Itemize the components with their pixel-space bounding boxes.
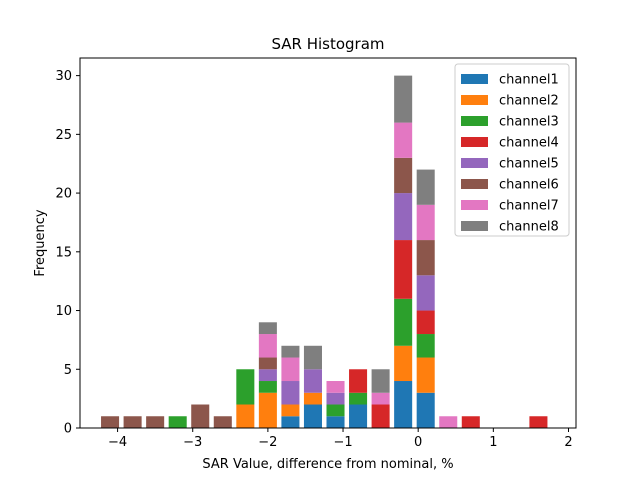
bar-channel2 [303, 392, 322, 405]
bar-channel4 [394, 240, 413, 299]
bar-channel1 [326, 416, 345, 428]
x-tick-label: 1 [489, 435, 497, 450]
x-tick-label: −1 [333, 435, 352, 450]
x-tick-label: −3 [183, 435, 202, 450]
bar-channel2 [258, 392, 277, 428]
bar-channel8 [258, 322, 277, 335]
bars-group [101, 75, 548, 428]
legend-label-channel4: channel4 [499, 136, 559, 151]
y-tick-label: 15 [55, 245, 72, 260]
legend-swatch-channel8 [461, 221, 488, 231]
bar-channel6 [258, 357, 277, 370]
bar-channel7 [371, 392, 390, 405]
legend-label-channel8: channel8 [499, 220, 559, 235]
bar-channel6 [191, 404, 210, 428]
y-tick-label: 20 [55, 187, 72, 202]
x-tick-label: −2 [258, 435, 277, 450]
bar-channel8 [281, 345, 300, 358]
y-tick-label: 5 [64, 363, 72, 378]
bar-channel6 [101, 416, 120, 428]
bar-channel3 [349, 392, 368, 405]
x-tick-label: 0 [414, 435, 422, 450]
bar-channel7 [394, 122, 413, 158]
bar-channel2 [281, 404, 300, 417]
legend-swatch-channel5 [461, 158, 488, 168]
legend-swatch-channel3 [461, 116, 488, 126]
plot-frame [79, 57, 577, 429]
y-axis-label: Frequency [33, 209, 48, 276]
bar-channel8 [394, 75, 413, 123]
bar-channel6 [123, 416, 142, 428]
y-tick-label: 25 [55, 128, 72, 143]
bar-channel4 [349, 369, 368, 393]
x-tick-label: −4 [108, 435, 127, 450]
y-tick-label: 30 [55, 69, 72, 84]
legend: channel1 channel2 channel3 channel4 channel5… [454, 63, 570, 237]
bar-channel2 [236, 404, 255, 428]
bar-channel8 [371, 369, 390, 393]
bar-channel3 [168, 416, 187, 428]
y-tick-label: 0 [64, 422, 72, 437]
bar-channel1 [281, 416, 300, 428]
bar-channel8 [416, 169, 435, 205]
legend-swatch-channel7 [461, 200, 488, 210]
bar-channel2 [394, 345, 413, 382]
legend-swatch-channel4 [461, 137, 488, 147]
bar-channel1 [416, 392, 435, 428]
bar-channel6 [416, 240, 435, 276]
bar-channel7 [439, 416, 458, 428]
bar-channel7 [258, 334, 277, 358]
legend-swatch-channel6 [461, 179, 488, 189]
legend-swatch-channel1 [461, 74, 488, 84]
bar-channel4 [371, 404, 390, 428]
bar-channel5 [258, 369, 277, 382]
bar-channel1 [394, 381, 413, 428]
bar-channel3 [258, 381, 277, 393]
y-ticks: 0 5 10 15 20 25 30 [55, 69, 80, 437]
bar-channel5 [303, 369, 322, 393]
x-axis-label: SAR Value, difference from nominal, % [202, 457, 453, 472]
bar-channel3 [416, 334, 435, 358]
bar-channel6 [213, 416, 232, 428]
bar-channel3 [394, 298, 413, 346]
legend-label-channel7: channel7 [499, 199, 559, 214]
x-ticks: −4 −3 −2 −1 0 1 2 [108, 428, 573, 450]
bar-channel3 [236, 369, 255, 405]
bar-channel4 [416, 310, 435, 335]
bar-channel5 [326, 392, 345, 405]
bar-channel5 [394, 193, 413, 241]
legend-swatch-channel2 [461, 95, 488, 105]
bar-channel5 [416, 275, 435, 311]
bar-channel6 [146, 416, 165, 428]
legend-label-channel2: channel2 [499, 94, 559, 109]
bar-channel6 [394, 157, 413, 194]
legend-label-channel3: channel3 [499, 115, 559, 130]
chart-title: SAR Histogram [271, 35, 384, 53]
legend-label-channel1: channel1 [499, 73, 559, 88]
bar-channel7 [281, 357, 300, 382]
legend-box [454, 63, 570, 237]
y-tick-label: 10 [55, 304, 72, 319]
bar-channel8 [303, 345, 322, 370]
bar-channel4 [461, 416, 480, 428]
bar-channel7 [326, 381, 345, 393]
bar-channel1 [349, 404, 368, 428]
legend-label-channel6: channel6 [499, 178, 559, 193]
bar-channel1 [303, 404, 322, 428]
bar-channel7 [416, 204, 435, 241]
x-tick-label: 2 [564, 435, 572, 450]
bar-channel3 [326, 404, 345, 417]
bar-channel4 [529, 416, 548, 428]
bar-channel5 [281, 381, 300, 405]
legend-label-channel5: channel5 [499, 157, 559, 172]
bar-channel2 [416, 357, 435, 393]
